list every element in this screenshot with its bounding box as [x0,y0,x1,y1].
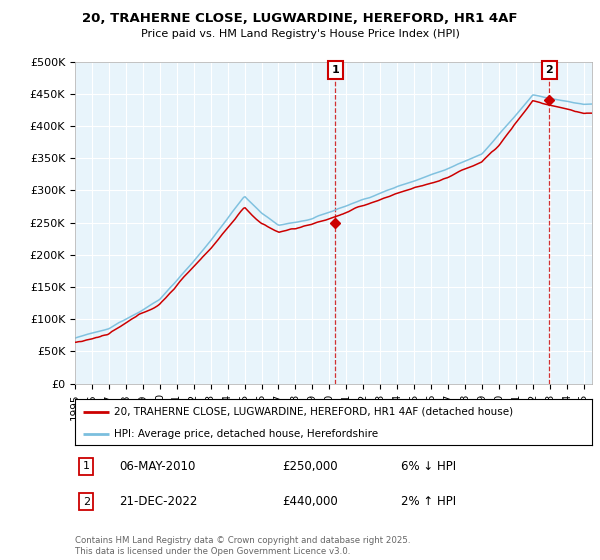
Text: 21-DEC-2022: 21-DEC-2022 [119,496,197,508]
Text: 1: 1 [331,65,339,75]
Text: 20, TRAHERNE CLOSE, LUGWARDINE, HEREFORD, HR1 4AF (detached house): 20, TRAHERNE CLOSE, LUGWARDINE, HEREFORD… [114,407,513,417]
Text: HPI: Average price, detached house, Herefordshire: HPI: Average price, detached house, Here… [114,428,378,438]
Text: £440,000: £440,000 [282,496,338,508]
Text: £250,000: £250,000 [282,460,338,473]
Text: Contains HM Land Registry data © Crown copyright and database right 2025.
This d: Contains HM Land Registry data © Crown c… [75,536,410,556]
Text: 06-MAY-2010: 06-MAY-2010 [119,460,196,473]
Text: 20, TRAHERNE CLOSE, LUGWARDINE, HEREFORD, HR1 4AF: 20, TRAHERNE CLOSE, LUGWARDINE, HEREFORD… [82,12,518,25]
Text: Price paid vs. HM Land Registry's House Price Index (HPI): Price paid vs. HM Land Registry's House … [140,29,460,39]
Text: 1: 1 [83,461,90,472]
Text: 2: 2 [83,497,90,507]
Text: 2: 2 [545,65,553,75]
Text: 2% ↑ HPI: 2% ↑ HPI [401,496,456,508]
Text: 6% ↓ HPI: 6% ↓ HPI [401,460,456,473]
